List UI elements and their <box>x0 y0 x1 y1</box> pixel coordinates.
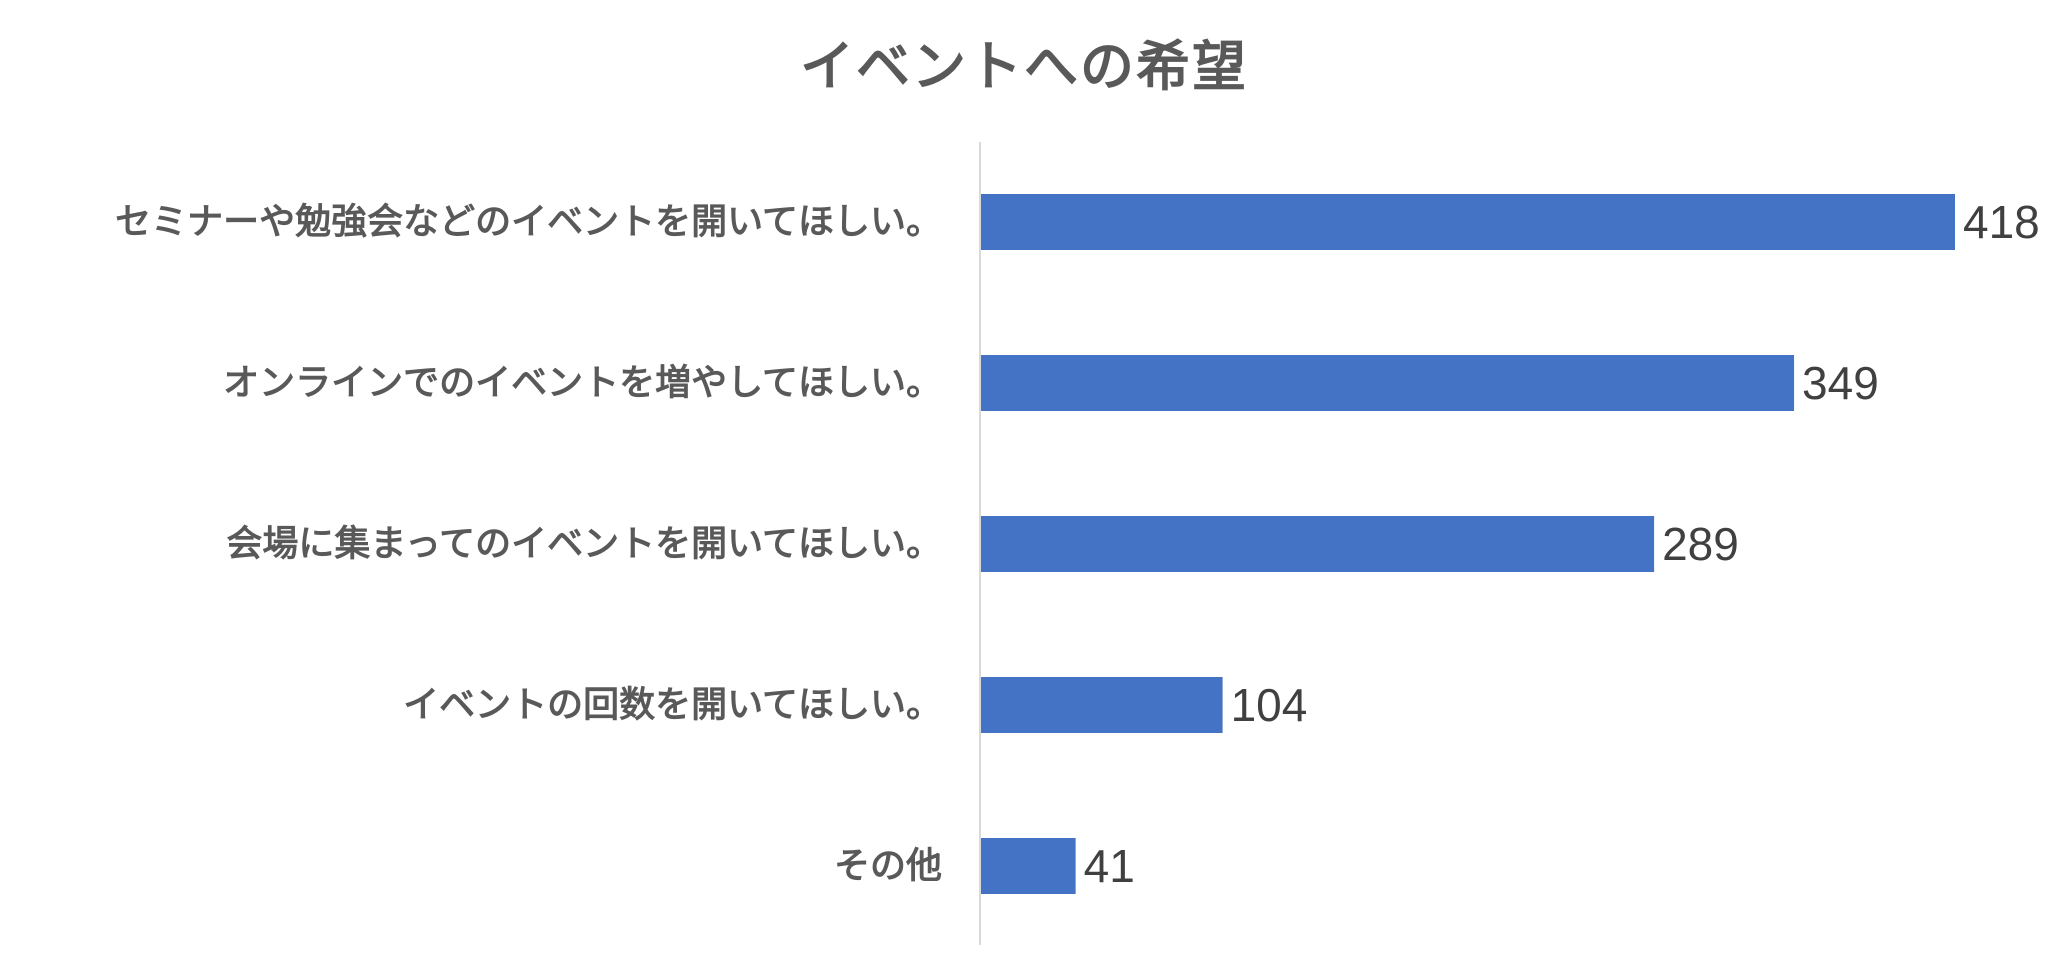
data-label: 41 <box>1084 840 1135 892</box>
data-label: 418 <box>1963 196 2040 248</box>
category-label: 会場に集まってのイベントを開いてほしい。 <box>226 524 942 565</box>
bar <box>980 516 1654 572</box>
category-label: オンラインでのイベントを増やしてほしい。 <box>223 363 942 404</box>
category-labels-group: セミナーや勉強会などのイベントを開いてほしい。オンラインでのイベントを増やしてほ… <box>115 202 942 887</box>
bar <box>980 677 1223 733</box>
bar <box>980 355 1794 411</box>
data-label: 104 <box>1231 679 1308 731</box>
data-label: 289 <box>1662 518 1739 570</box>
bar <box>980 838 1076 894</box>
category-label: その他 <box>834 846 942 887</box>
bar <box>980 194 1955 250</box>
bars-group <box>980 194 1955 894</box>
category-label: セミナーや勉強会などのイベントを開いてほしい。 <box>115 202 942 243</box>
category-label: イベントの回数を開いてほしい。 <box>403 685 942 726</box>
data-label: 349 <box>1802 357 1879 409</box>
